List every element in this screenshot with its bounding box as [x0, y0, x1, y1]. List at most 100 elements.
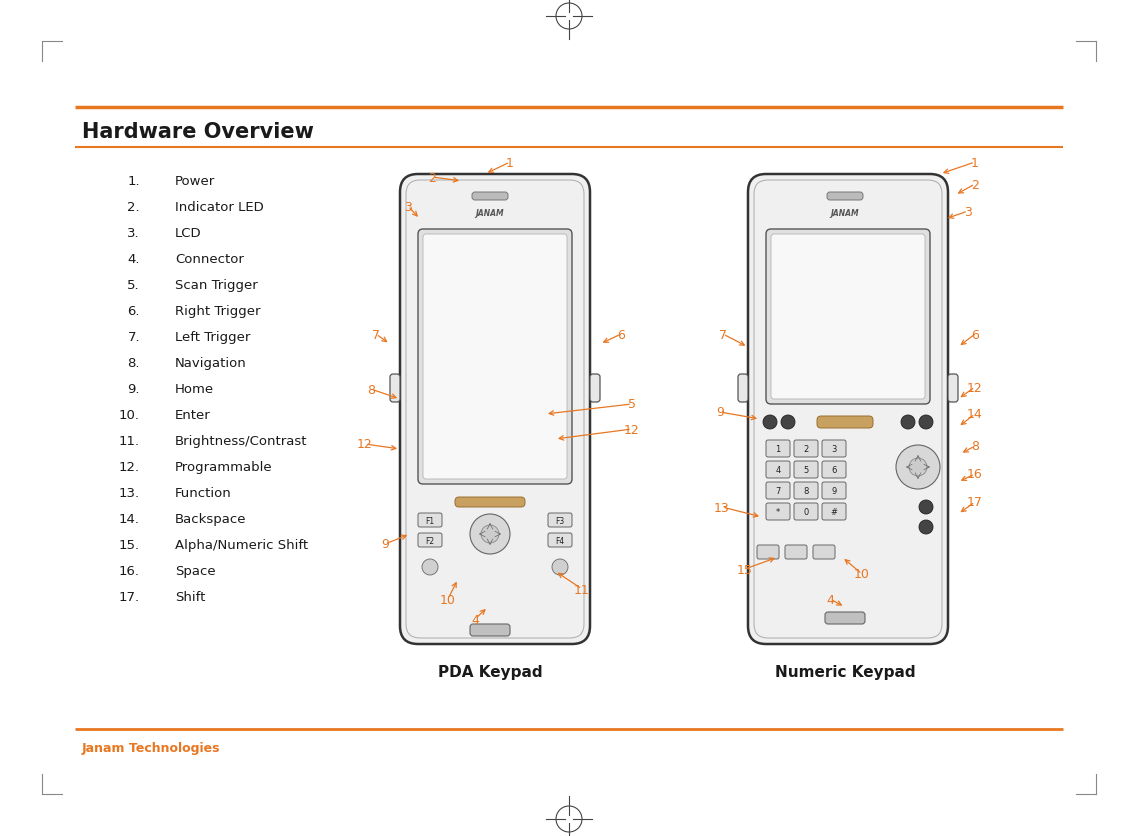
- FancyBboxPatch shape: [418, 533, 442, 548]
- FancyBboxPatch shape: [766, 461, 790, 478]
- Text: Janam Technologies: Janam Technologies: [82, 741, 221, 754]
- Text: F2: F2: [426, 536, 435, 545]
- FancyBboxPatch shape: [794, 482, 818, 499]
- Text: 9: 9: [381, 538, 389, 551]
- Circle shape: [481, 525, 498, 543]
- FancyBboxPatch shape: [399, 175, 589, 645]
- FancyBboxPatch shape: [390, 375, 399, 402]
- Text: Alpha/Numeric Shift: Alpha/Numeric Shift: [175, 538, 308, 551]
- Text: 15.: 15.: [118, 538, 140, 551]
- Circle shape: [909, 458, 927, 477]
- Text: 3: 3: [964, 206, 972, 218]
- FancyBboxPatch shape: [822, 482, 846, 499]
- Text: 13: 13: [715, 501, 729, 514]
- Text: 1: 1: [971, 156, 979, 170]
- Text: 5: 5: [628, 398, 636, 411]
- Text: F3: F3: [555, 516, 564, 525]
- Text: Enter: Enter: [175, 409, 211, 421]
- FancyBboxPatch shape: [757, 545, 780, 559]
- Text: *: *: [776, 507, 781, 517]
- Text: 2.: 2.: [127, 201, 140, 214]
- FancyBboxPatch shape: [822, 441, 846, 457]
- FancyBboxPatch shape: [766, 503, 790, 520]
- Text: 6: 6: [971, 328, 979, 341]
- Text: 8: 8: [803, 487, 809, 496]
- FancyBboxPatch shape: [549, 513, 572, 528]
- Text: Connector: Connector: [175, 252, 244, 266]
- Text: 3: 3: [832, 445, 836, 453]
- Circle shape: [920, 501, 933, 514]
- Text: Numeric Keypad: Numeric Keypad: [775, 665, 915, 679]
- FancyBboxPatch shape: [817, 416, 873, 429]
- FancyBboxPatch shape: [822, 461, 846, 478]
- Text: 7: 7: [719, 328, 727, 341]
- FancyBboxPatch shape: [472, 193, 508, 201]
- Text: 1.: 1.: [127, 175, 140, 188]
- Text: Brightness/Contrast: Brightness/Contrast: [175, 435, 307, 447]
- Text: 4: 4: [471, 613, 479, 626]
- Text: 14: 14: [967, 408, 983, 421]
- Text: JANAM: JANAM: [476, 208, 504, 217]
- Text: 10: 10: [440, 593, 456, 606]
- FancyBboxPatch shape: [785, 545, 807, 559]
- Text: 2: 2: [428, 171, 436, 184]
- Text: 14.: 14.: [119, 512, 140, 525]
- Text: 8: 8: [971, 440, 979, 453]
- Text: 7: 7: [372, 328, 380, 341]
- Text: 13.: 13.: [118, 487, 140, 499]
- FancyBboxPatch shape: [589, 375, 600, 402]
- Text: 0: 0: [803, 507, 809, 517]
- Text: Backspace: Backspace: [175, 512, 247, 525]
- FancyBboxPatch shape: [549, 533, 572, 548]
- FancyBboxPatch shape: [766, 441, 790, 457]
- Text: Left Trigger: Left Trigger: [175, 330, 250, 344]
- FancyBboxPatch shape: [748, 175, 948, 645]
- FancyBboxPatch shape: [470, 624, 510, 636]
- Text: LCD: LCD: [175, 227, 201, 240]
- Text: Function: Function: [175, 487, 232, 499]
- Text: JANAM: JANAM: [831, 208, 859, 217]
- FancyBboxPatch shape: [794, 441, 818, 457]
- FancyBboxPatch shape: [825, 612, 865, 624]
- Text: Hardware Overview: Hardware Overview: [82, 122, 314, 142]
- FancyBboxPatch shape: [948, 375, 958, 402]
- Text: Scan Trigger: Scan Trigger: [175, 278, 257, 292]
- Text: Home: Home: [175, 383, 214, 395]
- Text: PDA Keypad: PDA Keypad: [438, 665, 543, 679]
- Text: Power: Power: [175, 175, 215, 188]
- Text: 9: 9: [716, 406, 724, 419]
- Text: 15: 15: [737, 563, 753, 576]
- Text: Indicator LED: Indicator LED: [175, 201, 264, 214]
- Text: 1: 1: [775, 445, 781, 453]
- Text: 4: 4: [826, 593, 834, 606]
- Text: 3: 3: [404, 201, 412, 213]
- Text: 3.: 3.: [127, 227, 140, 240]
- FancyBboxPatch shape: [423, 235, 567, 479]
- FancyBboxPatch shape: [455, 497, 525, 507]
- Text: 5.: 5.: [127, 278, 140, 292]
- Text: 7.: 7.: [127, 330, 140, 344]
- Circle shape: [901, 415, 915, 430]
- FancyBboxPatch shape: [772, 235, 925, 400]
- Text: 6.: 6.: [127, 304, 140, 318]
- Text: Navigation: Navigation: [175, 357, 247, 370]
- Circle shape: [422, 559, 438, 575]
- Text: 6: 6: [617, 328, 625, 341]
- Circle shape: [920, 520, 933, 534]
- Text: 16: 16: [967, 468, 983, 481]
- FancyBboxPatch shape: [754, 181, 942, 638]
- Text: 11.: 11.: [118, 435, 140, 447]
- Text: 6: 6: [832, 466, 836, 475]
- Text: Right Trigger: Right Trigger: [175, 304, 261, 318]
- Text: 9.: 9.: [127, 383, 140, 395]
- Circle shape: [920, 415, 933, 430]
- Text: 8.: 8.: [127, 357, 140, 370]
- Text: Shift: Shift: [175, 590, 205, 604]
- Text: 12: 12: [967, 381, 983, 394]
- Text: Programmable: Programmable: [175, 461, 273, 473]
- Text: 5: 5: [803, 466, 809, 475]
- FancyBboxPatch shape: [418, 230, 572, 484]
- FancyBboxPatch shape: [766, 230, 930, 405]
- FancyBboxPatch shape: [827, 193, 863, 201]
- Text: 4.: 4.: [127, 252, 140, 266]
